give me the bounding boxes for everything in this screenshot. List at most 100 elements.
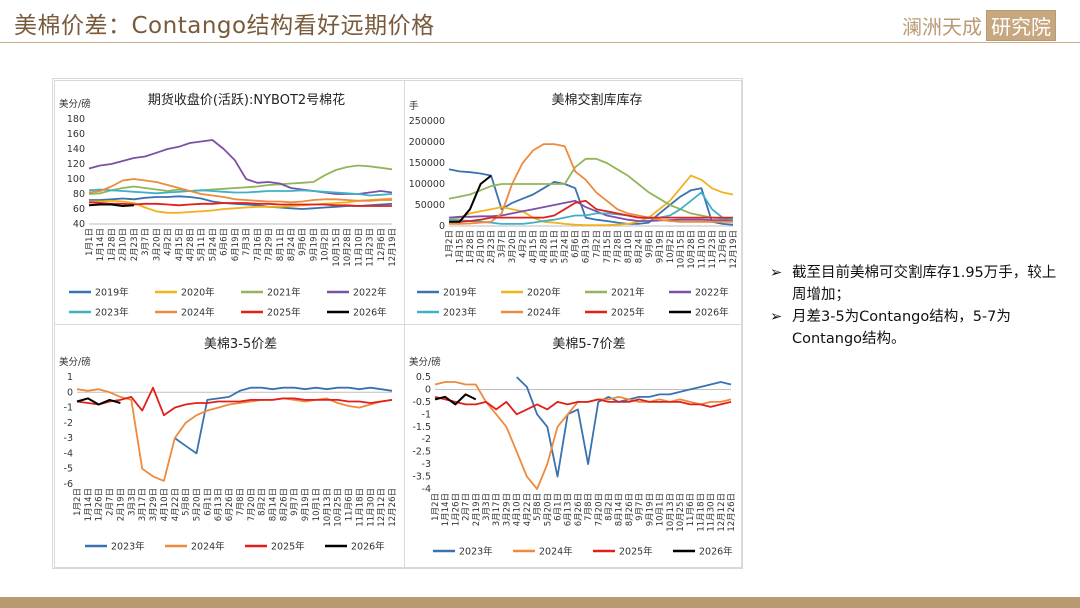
legend-label: 2023年 <box>459 546 493 558</box>
x-tick-label: 1月26日 <box>451 493 461 526</box>
series-line <box>174 386 393 455</box>
x-tick-label: 8月14日 <box>269 488 279 521</box>
x-tick-label: 5月24日 <box>208 228 218 261</box>
y-tick-label: 200000 <box>409 137 445 148</box>
y-tick-label: 0 <box>425 384 431 395</box>
x-tick-label: 4月22日 <box>171 488 181 521</box>
x-tick-label: 10月28日 <box>343 228 353 267</box>
x-tick-label: 12月19日 <box>388 228 398 267</box>
y-tick-label: 150000 <box>409 158 445 169</box>
x-tick-label: 11月6日 <box>345 488 355 521</box>
x-tick-label: 3月17日 <box>138 488 148 521</box>
x-tick-label: 7月20日 <box>247 488 257 521</box>
x-tick-label: 1月15日 <box>456 230 466 263</box>
x-tick-label: 11月30日 <box>366 488 376 527</box>
x-tick-label: 9月19日 <box>645 493 655 526</box>
legend-label: 2024年 <box>527 307 561 319</box>
y-tick-label: -1 <box>422 409 431 420</box>
x-tick-label: 12月26日 <box>388 488 398 527</box>
x-tick-label: 1月2日 <box>445 230 455 258</box>
legend-label: 2025年 <box>271 541 305 553</box>
x-tick-label: 11月18日 <box>696 493 706 532</box>
x-tick-label: 7月28日 <box>613 230 623 263</box>
x-tick-label: 6月13日 <box>564 493 574 526</box>
chart-spread-3-5: 美棉3-5价差 美分/磅 -6 -5 -4 -3 -2 -1 0 1 1月2日 1月14日 1月26日 2… <box>54 324 405 568</box>
x-tick-label: 11月10日 <box>697 230 707 269</box>
x-tick-label: 2月10日 <box>477 230 487 263</box>
legend-label: 2022年 <box>695 287 729 299</box>
x-tick-label: 6月19日 <box>582 230 592 263</box>
x-tick-label: 12月12日 <box>717 493 727 532</box>
series-line <box>449 174 492 223</box>
x-tick-label: 10月15日 <box>676 230 686 269</box>
note-marker: ➢ <box>770 265 783 281</box>
x-tick-label: 3月3日 <box>482 493 492 521</box>
x-tick-label: 10月13日 <box>666 493 676 532</box>
brand-logo: 澜洲天成 研究院 <box>902 10 1056 41</box>
series-line <box>89 197 393 214</box>
x-tick-label: 11月10日 <box>354 228 364 267</box>
x-tick-label: 1月14日 <box>84 488 94 521</box>
x-tick-label: 2月19日 <box>116 488 126 521</box>
note-text: 月差3-5为Contango结构，5-7为Contango结构。 <box>792 309 1011 347</box>
y-tick-label: -2 <box>422 434 431 445</box>
x-tick-label: 9月6日 <box>298 228 308 256</box>
x-tick-label: 6月1日 <box>203 488 213 516</box>
x-tick-label: 10月2日 <box>321 228 331 261</box>
x-tick-label: 2月7日 <box>462 493 472 521</box>
y-tick-label: -5 <box>64 464 73 475</box>
y-axis-label: 美分/磅 <box>59 356 91 368</box>
x-tick-label: 5月20日 <box>543 493 553 526</box>
x-tick-label: 3月7日 <box>498 230 508 258</box>
x-tick-label: 11月30日 <box>707 493 717 532</box>
x-tick-label: 3月20日 <box>508 230 518 263</box>
legend-label: 2025年 <box>267 307 301 319</box>
note-item: ➢ 月差3-5为Contango结构，5-7为Contango结构。 <box>770 306 1060 350</box>
chart-svg: 期货收盘价(活跃):NYBOT2号棉花 美分/磅 40 60 80 100 120 140 16… <box>59 92 398 319</box>
x-tick-label: 2月19日 <box>472 493 482 526</box>
legend-label: 2026年 <box>351 541 385 553</box>
y-tick-label: 60 <box>73 204 85 215</box>
x-tick-label: 2月23日 <box>487 230 497 263</box>
y-tick-label: -4 <box>422 484 431 495</box>
y-tick-label: 0.5 <box>416 372 431 383</box>
legend-label: 2023年 <box>95 307 129 319</box>
x-tick-label: 8月14日 <box>615 493 625 526</box>
legend-label: 2019年 <box>443 287 477 299</box>
x-tick-label: 8月26日 <box>625 493 635 526</box>
x-tick-label: 4月10日 <box>513 493 523 526</box>
legend-label: 2024年 <box>181 307 215 319</box>
x-tick-label: 6月26日 <box>225 488 235 521</box>
x-tick-label: 4月2日 <box>519 230 529 258</box>
x-tick-label: 5月24日 <box>561 230 571 263</box>
series-line <box>88 164 393 195</box>
logo-box: 研究院 <box>986 10 1056 41</box>
x-tick-label: 1月28日 <box>107 228 117 261</box>
series-line <box>516 376 732 478</box>
x-tick-label: 8月2日 <box>258 488 268 516</box>
x-tick-label: 5月8日 <box>182 488 192 516</box>
x-tick-label: 3月7日 <box>141 228 151 256</box>
header-divider <box>0 42 1080 43</box>
x-tick-label: 6月13日 <box>214 488 224 521</box>
x-tick-label: 8月2日 <box>605 493 615 521</box>
y-tick-label: 250000 <box>409 116 445 127</box>
legend-label: 2022年 <box>353 287 387 299</box>
y-tick-label: -3.5 <box>412 472 431 483</box>
series-line <box>76 388 393 482</box>
x-tick-label: 4月28日 <box>186 228 196 261</box>
y-tick-label: -4 <box>64 448 73 459</box>
x-tick-label: 11月23日 <box>366 228 376 267</box>
x-tick-label: 4月28日 <box>540 230 550 263</box>
chart-cotton-futures-price: 期货收盘价(活跃):NYBOT2号棉花 美分/磅 40 60 80 100 120 140 16… <box>54 80 405 325</box>
legend-label: 2025年 <box>619 546 653 558</box>
series-line <box>448 157 734 221</box>
x-tick-label: 12月26日 <box>727 493 737 532</box>
x-tick-label: 1月14日 <box>441 493 451 526</box>
y-tick-label: 140 <box>67 144 85 155</box>
legend-label: 2026年 <box>699 546 733 558</box>
x-tick-label: 11月18日 <box>355 488 365 527</box>
x-tick-label: 9月19日 <box>309 228 319 261</box>
